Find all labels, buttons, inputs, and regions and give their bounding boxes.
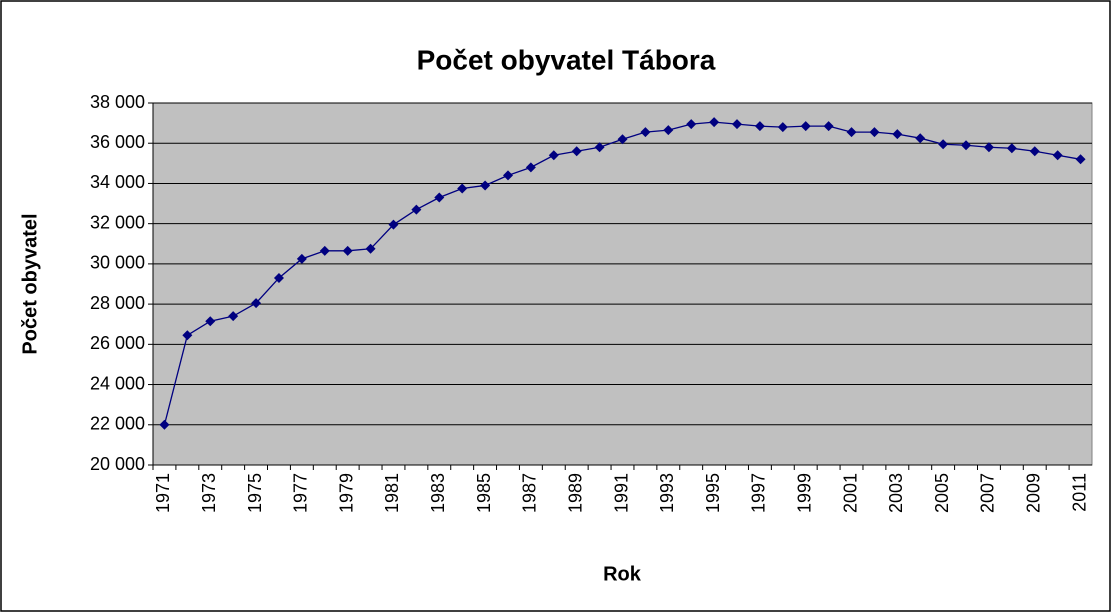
y-tick-label: 28 000 (90, 293, 145, 313)
marker (525, 162, 536, 173)
x-tick-label: 1977 (291, 473, 311, 513)
x-tick-label: 1975 (245, 473, 265, 513)
x-tick-label: 1995 (703, 473, 723, 513)
x-tick-label: 1981 (382, 473, 402, 513)
y-tick-label: 24 000 (90, 373, 145, 393)
x-tick-label: 2007 (978, 473, 998, 513)
marker (273, 272, 284, 283)
marker (365, 243, 376, 254)
x-tick-label: 1991 (611, 473, 631, 513)
x-tick-label: 1971 (153, 473, 173, 513)
marker (846, 127, 857, 138)
marker (892, 129, 903, 140)
marker (869, 127, 880, 138)
marker (182, 330, 193, 341)
y-tick-label: 36 000 (90, 132, 145, 152)
x-tick-label: 1973 (199, 473, 219, 513)
marker (594, 142, 605, 153)
x-tick-label: 2009 (1023, 473, 1043, 513)
x-tick-label: 1989 (565, 473, 585, 513)
plot-area (152, 102, 1093, 466)
marker (159, 419, 170, 430)
x-tick-label: 2003 (886, 473, 906, 513)
marker (686, 119, 697, 130)
marker (502, 170, 513, 181)
y-tick-label: 26 000 (90, 333, 145, 353)
marker (754, 121, 765, 132)
y-tick-label: 34 000 (90, 172, 145, 192)
x-tick-label: 2011 (1069, 473, 1089, 512)
x-tick-label: 1979 (336, 473, 356, 513)
x-tick-label: 1985 (474, 473, 494, 513)
marker (1075, 154, 1086, 165)
marker (1052, 150, 1063, 161)
marker (480, 180, 491, 191)
marker (434, 192, 445, 203)
y-axis-label: Počet obyvatel (19, 213, 41, 354)
marker (1006, 143, 1017, 154)
x-tick-label: 1983 (428, 473, 448, 513)
marker (205, 316, 216, 327)
marker (663, 125, 674, 136)
marker (388, 219, 399, 230)
x-tick-label: 1993 (657, 473, 677, 513)
marker (640, 127, 651, 138)
marker (823, 121, 834, 132)
marker (1029, 146, 1040, 157)
x-tick-label: 1997 (749, 473, 769, 513)
marker (938, 139, 949, 150)
marker (983, 142, 994, 153)
marker (548, 150, 559, 161)
y-tick-label: 30 000 (90, 253, 145, 273)
marker (319, 245, 330, 256)
y-tick-label: 38 000 (90, 92, 145, 112)
y-tick-label: 20 000 (90, 454, 145, 474)
y-tick-label: 22 000 (90, 414, 145, 434)
marker (571, 146, 582, 157)
marker (251, 298, 262, 309)
marker (342, 245, 353, 256)
marker (800, 121, 811, 132)
marker (915, 133, 926, 144)
chart-title: Počet obyvatel Tábora (417, 44, 716, 75)
marker (732, 119, 743, 130)
marker (296, 253, 307, 264)
marker (709, 117, 720, 128)
marker (457, 183, 468, 194)
x-tick-label: 2005 (932, 473, 952, 513)
x-tick-label: 1987 (520, 473, 540, 513)
marker (777, 122, 788, 133)
marker (961, 140, 972, 151)
marker (228, 311, 239, 322)
marker (617, 134, 628, 145)
x-axis-label: Rok (603, 563, 642, 585)
marker (411, 204, 422, 215)
x-tick-label: 1999 (794, 473, 814, 513)
x-tick-label: 2001 (840, 473, 860, 513)
y-tick-label: 32 000 (90, 212, 145, 232)
